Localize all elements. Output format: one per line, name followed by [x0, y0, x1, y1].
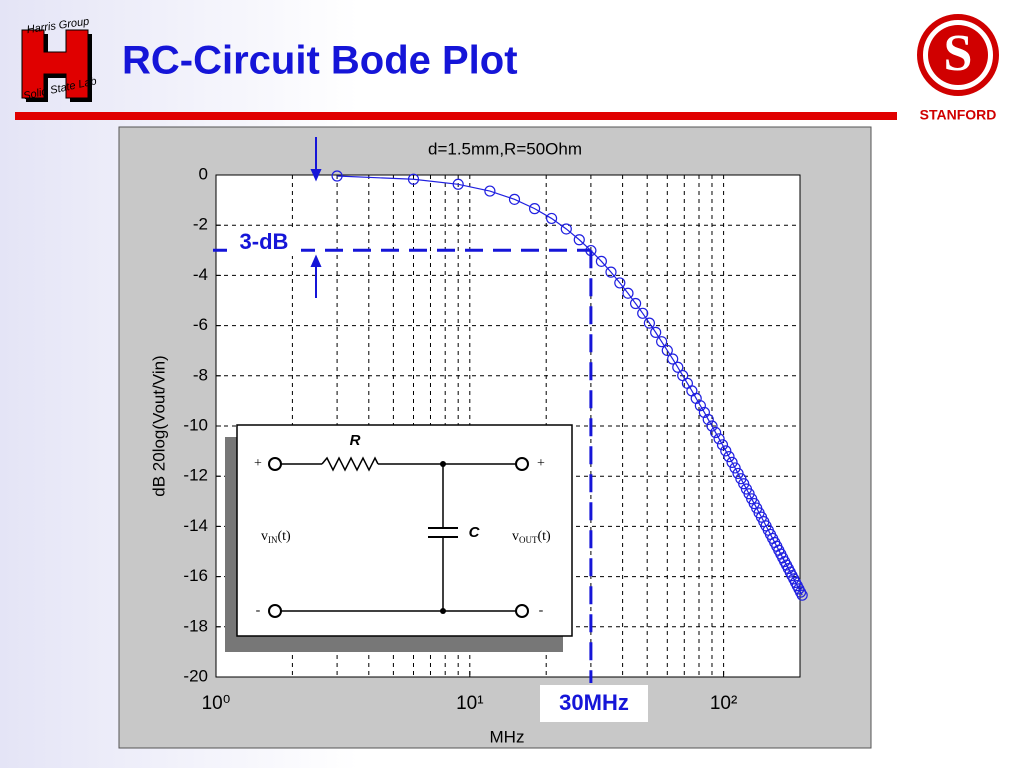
data-point [545, 212, 558, 225]
marker-arrows [310, 137, 322, 298]
vin-sub: IN [268, 535, 278, 545]
logo-letter: S [944, 25, 973, 82]
y-tick-label: -4 [193, 265, 208, 284]
data-point [661, 344, 673, 357]
vout-main: v [512, 529, 519, 544]
annotations: 3-dB 30MHz [227, 228, 648, 722]
y-tick-label: -16 [183, 566, 208, 585]
x-tick-label: 10⁰ [202, 693, 231, 714]
stanford-logo: S STANFORD [917, 14, 999, 123]
data-point [656, 336, 668, 348]
data-point [667, 353, 679, 365]
annotation-label: 3-dB [240, 229, 289, 254]
data-point [706, 420, 718, 432]
label-box [540, 685, 648, 722]
slide-title: RC-Circuit Bode Plot [122, 39, 518, 83]
data-point [713, 433, 725, 445]
data-point [694, 400, 706, 412]
data-point [729, 462, 741, 474]
vin-label: vIN(t) [261, 529, 291, 545]
data-point [723, 451, 735, 463]
y-tick-label: -6 [193, 315, 208, 334]
label-box [227, 228, 301, 256]
data-point [622, 287, 634, 299]
vout-sub: OUT [519, 535, 538, 545]
data-point [672, 361, 684, 373]
vin-main: v [261, 529, 268, 544]
y-tick-label: -10 [183, 415, 208, 434]
data-point [614, 277, 626, 289]
annotation-label: 30MHz [559, 690, 629, 715]
data-point [508, 193, 521, 205]
data-point [732, 467, 744, 480]
vin-tail: (t) [278, 529, 292, 544]
data-point [452, 178, 464, 190]
data-point [709, 426, 722, 439]
y-tick-label: -12 [183, 466, 208, 485]
data-point [637, 307, 649, 319]
terminal-sign: + [537, 456, 545, 471]
data-point [702, 413, 714, 426]
terminal-sign: + [254, 456, 262, 471]
y-tick-label: 0 [199, 164, 208, 183]
data-point [796, 589, 808, 601]
data-point [716, 439, 729, 451]
data-point [605, 266, 617, 278]
data-point [643, 317, 655, 329]
data-point [726, 456, 738, 468]
data-point [698, 406, 710, 419]
y-tick-label: -14 [183, 516, 208, 535]
data-point [650, 326, 662, 338]
y-tick-label: -2 [193, 215, 208, 234]
logo-text: STANFORD [920, 107, 997, 123]
x-tick-label: 10¹ [456, 693, 483, 714]
data-point [484, 185, 496, 197]
x-tick-label: 10² [710, 693, 737, 714]
terminal-sign: - [256, 603, 261, 618]
plot-title: d=1.5mm,R=50Ohm [428, 139, 582, 158]
y-tick-label: -20 [183, 666, 208, 685]
vout-tail: (t) [538, 529, 552, 544]
data-point [331, 170, 343, 182]
y-tick-label: -18 [183, 616, 208, 635]
data-point [528, 203, 541, 215]
vout-label: vOUT(t) [512, 529, 551, 545]
data-point [738, 478, 750, 490]
x-axis-label: MHz [490, 727, 525, 746]
data-point [560, 223, 572, 235]
y-tick-label: -8 [193, 365, 208, 384]
data-point [407, 173, 420, 185]
y-axis-label: dB 20log(Vout/Vin) [149, 355, 168, 496]
capacitor-label: C [469, 524, 481, 541]
terminal-sign: - [539, 603, 544, 618]
resistor-label: R [350, 432, 361, 449]
data-point [629, 297, 642, 310]
data-point [595, 255, 607, 267]
title-bar [15, 112, 897, 120]
data-point [573, 234, 585, 246]
data [331, 170, 808, 601]
data-point [720, 445, 732, 457]
circuit-inset: R C + + - - vIN(t) vOUT(t) [225, 424, 573, 652]
